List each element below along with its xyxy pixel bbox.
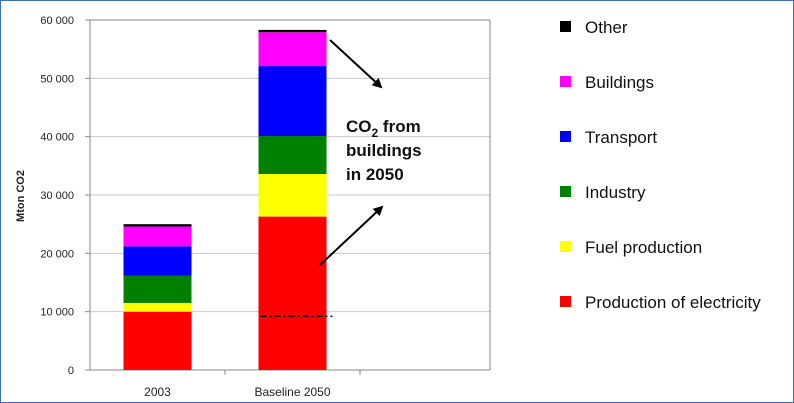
bar-segment <box>123 224 192 227</box>
bar-segment <box>123 226 192 247</box>
legend-label: Industry <box>585 183 646 202</box>
y-tick-labels: 0 10 000 20 000 30 000 40 000 50 000 60 000 <box>40 15 90 377</box>
legend-label: Fuel production <box>585 238 702 257</box>
y-tick-label: 50 000 <box>40 73 74 85</box>
legend-swatch <box>560 21 571 32</box>
arrow-to-buildings <box>329 39 383 89</box>
legend-label: Buildings <box>585 73 654 92</box>
legend-swatch <box>560 186 571 197</box>
bar-segment <box>123 275 192 303</box>
x-tick-label: Baseline 2050 <box>254 385 330 399</box>
bar-segment <box>258 32 327 67</box>
legend-swatch <box>560 131 571 142</box>
y-tick-label: 60 000 <box>40 15 74 27</box>
legend-swatch <box>560 241 571 252</box>
bars <box>123 29 333 370</box>
legend-label: Other <box>585 18 628 37</box>
bar-segment <box>258 29 327 33</box>
x-tick-label: 2003 <box>144 385 171 399</box>
x-tick-labels: 2003 Baseline 2050 <box>144 370 361 399</box>
annotation: CO2 from buildings in 2050 <box>319 39 422 266</box>
legend-swatch <box>560 296 571 307</box>
bar-segment <box>123 311 192 370</box>
y-axis-label: Mton CO2 <box>15 170 27 222</box>
annotation-line-3: in 2050 <box>346 165 404 184</box>
bar-segment <box>258 216 327 370</box>
bar-segment <box>258 136 327 174</box>
y-tick-label: 30 000 <box>40 190 74 202</box>
y-tick-label: 0 <box>68 365 74 377</box>
bar-segment <box>123 246 192 276</box>
y-tick-label: 10 000 <box>40 307 74 319</box>
bar-segment <box>258 66 327 137</box>
legend-label: Transport <box>585 128 657 147</box>
y-tick-label: 40 000 <box>40 132 74 144</box>
legend-label: Production of electricity <box>585 293 761 312</box>
legend-swatch <box>560 76 571 87</box>
y-tick-label: 20 000 <box>40 248 74 260</box>
annotation-line-2: buildings <box>346 141 422 160</box>
arrow-to-electricity <box>319 205 384 266</box>
bar-segment <box>258 174 327 217</box>
legend: Other Buildings Transport Industry Fuel prod… <box>560 18 761 312</box>
bar-segment <box>123 302 192 312</box>
annotation-line-1: CO2 from <box>346 117 421 140</box>
